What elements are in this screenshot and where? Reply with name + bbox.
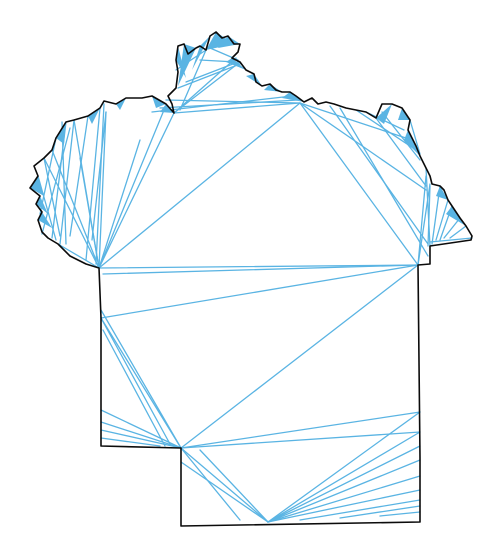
triangulation-edge-78 (180, 447, 241, 521)
triangulation-edge-70 (267, 431, 421, 523)
triangulation-edge-63 (100, 429, 182, 449)
triangulation-edge-51 (439, 205, 453, 241)
triangulation-edge-55 (417, 183, 431, 266)
triangulation-edge-71 (267, 445, 421, 523)
triangulation-edge-48 (427, 185, 431, 247)
coastal-sliver-8 (282, 92, 304, 102)
triangulation-edge-62 (100, 421, 182, 449)
triangulation-edge-49 (431, 185, 441, 245)
triangulation-edge-20 (177, 63, 241, 89)
triangulation-edge-54 (429, 237, 473, 243)
triangulation-edge-0 (98, 112, 175, 269)
triangulation-edge-47 (425, 167, 431, 247)
triangulation-edges (37, 47, 473, 523)
triangulation-edge-37 (51, 121, 67, 239)
coastal-sliver-16 (38, 212, 52, 228)
triangulation-edge-1 (98, 139, 141, 269)
triangulation-edge-53 (449, 225, 467, 239)
triangulation-edge-68 (180, 461, 269, 523)
triangulation-edge-7 (43, 157, 100, 269)
triangulation-edge-10 (102, 264, 419, 275)
triangulation-edge-25 (175, 49, 207, 71)
triangulation-edge-29 (85, 107, 101, 261)
triangulation-edge-64 (100, 437, 161, 447)
triangulation-edge-8 (98, 102, 301, 269)
triangulation-edge-26 (61, 121, 67, 245)
triangulation-edge-24 (179, 49, 207, 111)
triangulation-edge-72 (267, 459, 421, 523)
triangulation-edge-36 (51, 149, 97, 261)
triangulation-edge-18 (173, 61, 241, 114)
triangulation-edge-9 (98, 264, 419, 269)
triangulation-edge-76 (339, 505, 421, 519)
triangulation-edge-56 (417, 175, 427, 266)
coastal-sliver-4 (218, 36, 240, 48)
triangulation-edge-3 (98, 111, 107, 269)
triangulation-edge-66 (180, 431, 421, 449)
sliver-fills (30, 32, 466, 228)
coastal-sliver-18 (88, 108, 100, 124)
triangulation-edge-39 (299, 102, 413, 141)
triangulation-edge-41 (339, 107, 429, 257)
triangulation-edge-21 (185, 61, 239, 83)
triangulation-edge-6 (57, 243, 100, 269)
triangulation-edge-30 (95, 103, 105, 265)
triangulation-edge-27 (59, 119, 75, 245)
triangulation-edge-46 (409, 119, 421, 155)
triangulation-edge-40 (329, 105, 429, 245)
triangulation-edge-34 (43, 157, 61, 237)
triangulation-edge-60 (100, 309, 182, 449)
triangulation-edge-13 (299, 102, 419, 266)
coastal-sliver-1 (178, 44, 196, 86)
region-boundary (29, 31, 473, 527)
triangulation-edge-28 (69, 115, 89, 237)
triangulation-edge-45 (381, 111, 421, 161)
triangulation-edge-44 (375, 117, 427, 187)
coastal-sliver-13 (446, 206, 466, 226)
triangulation-edge-12 (180, 264, 419, 449)
triangulation-edge-67 (180, 447, 269, 523)
triangulation-edge-11 (100, 264, 419, 319)
triangulation-edge-22 (199, 59, 237, 63)
triangulation-edge-75 (299, 499, 421, 521)
triangulation-edge-65 (180, 411, 421, 449)
coastal-sliver-19 (152, 96, 166, 108)
triangulation-edge-31 (91, 111, 107, 241)
triangulation-edge-69 (267, 411, 421, 523)
triangulation-edge-32 (41, 127, 71, 235)
triangulation-edge-14 (173, 102, 301, 114)
triangulation-edge-73 (267, 475, 421, 523)
triangulation-edge-17 (151, 95, 293, 113)
triangulation-edge-79 (199, 449, 269, 523)
triangulation-edge-5 (73, 119, 100, 269)
triangulation-edge-59 (102, 329, 166, 447)
triangulation-edge-74 (267, 489, 421, 523)
triangulation-edge-2 (98, 109, 165, 269)
coastal-sliver-14 (30, 176, 44, 196)
triangulation-edge-58 (100, 317, 171, 445)
triangulation-edge-50 (435, 199, 449, 241)
triangulation-edge-57 (100, 317, 182, 449)
coastal-sliver-10 (398, 108, 410, 120)
triangulation-edge-52 (443, 217, 461, 239)
coastal-sliver-21 (116, 98, 126, 110)
coastal-sliver-5 (226, 58, 246, 70)
triangulation-edge-61 (100, 409, 182, 449)
triangulation-edge-77 (379, 511, 421, 517)
